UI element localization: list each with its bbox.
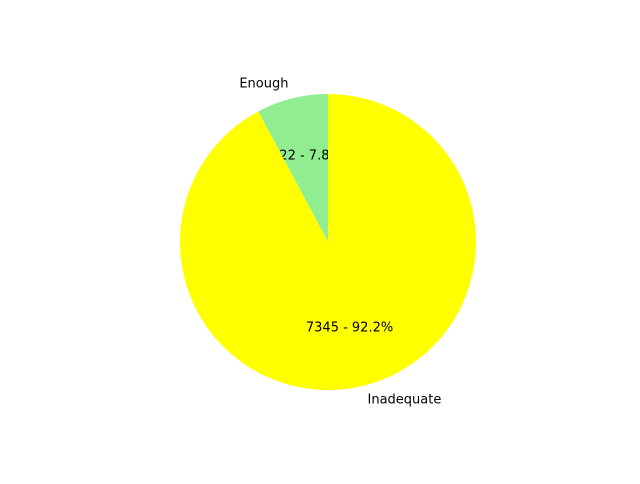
slice-category-label: Enough: [239, 77, 288, 92]
pie-slice-inadequate: [179, 94, 476, 391]
slice-category-label: Inadequate: [368, 392, 442, 407]
slice-value-label: 622 - 7.8%: [271, 148, 342, 163]
pie-slice-enough: [258, 94, 328, 242]
slice-value-label: 7345 - 92.2%: [306, 321, 393, 336]
